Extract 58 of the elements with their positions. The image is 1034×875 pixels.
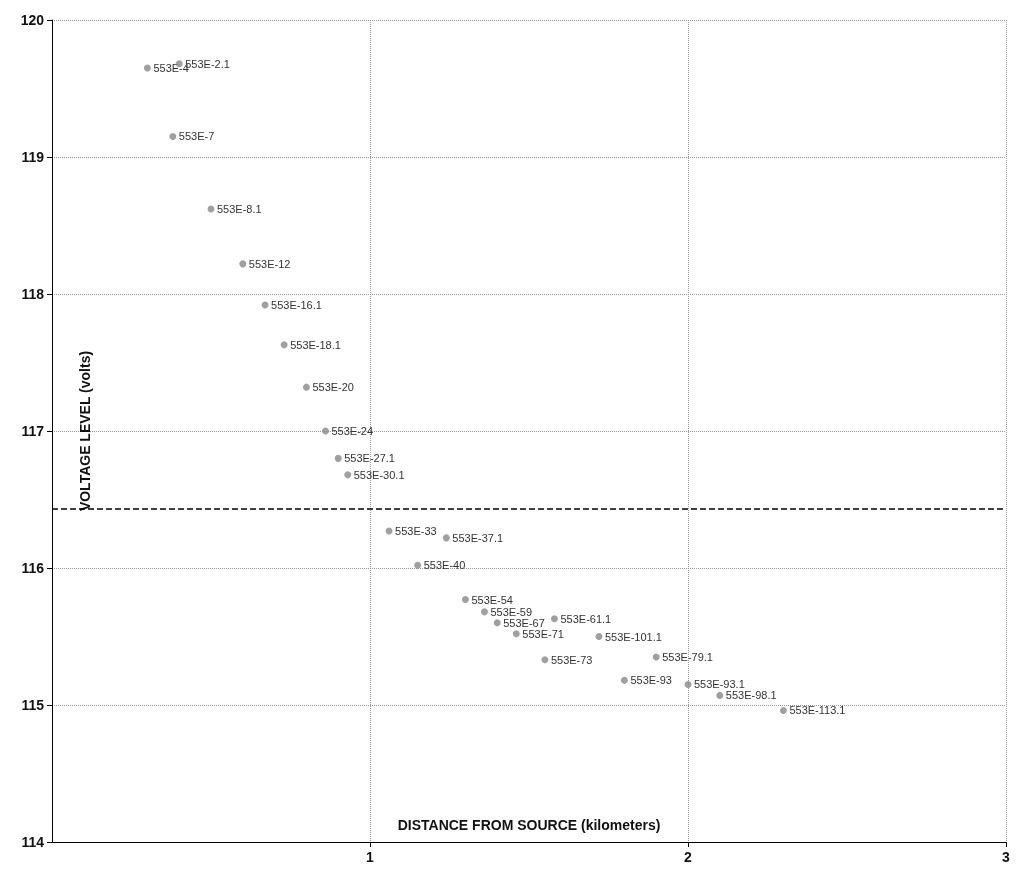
annotation: 553E-12 <box>248 257 291 270</box>
annotation: 553E-79.1 <box>662 651 713 664</box>
y-tick-label: 119 <box>21 149 45 165</box>
annotation: 553E-16.1 <box>271 298 322 311</box>
x-tick-label: 3 <box>1002 849 1011 865</box>
annotation: 553E-18.1 <box>290 338 341 351</box>
point <box>541 656 549 664</box>
point <box>442 534 450 542</box>
point <box>414 561 422 569</box>
point <box>652 653 660 661</box>
point <box>280 341 288 349</box>
annotation: 553E-7 <box>178 130 215 143</box>
point <box>334 454 342 462</box>
point <box>493 619 501 627</box>
annotation: 553E-73 <box>550 653 593 666</box>
annotation: 553E-93.1 <box>694 678 745 691</box>
point <box>595 633 603 640</box>
point <box>684 680 692 688</box>
y-tick-label: 115 <box>21 697 45 713</box>
point <box>302 383 310 391</box>
annotation: 553E-61.1 <box>560 612 612 625</box>
y-tick-label: 117 <box>21 423 45 439</box>
annotation: 553E-33 <box>395 525 437 538</box>
x-axis-title: DISTANCE FROM SOURCE (kilometers) <box>397 817 661 833</box>
point <box>779 706 787 714</box>
annotation: 553E-37.1 <box>452 531 504 544</box>
point <box>480 608 488 616</box>
point <box>550 615 558 623</box>
annotation: 553E-20 <box>312 381 354 394</box>
annotation: 553E-24 <box>331 425 374 437</box>
annotation: 553E-113.1 <box>789 704 846 717</box>
annotation: 553E-27.1 <box>344 452 395 465</box>
x-tick-label: 2 <box>684 849 693 865</box>
y-tick-label: 114 <box>21 834 45 850</box>
point <box>169 132 177 140</box>
annotation: 553E-98.1 <box>725 689 777 702</box>
point <box>461 596 469 604</box>
point <box>143 64 151 72</box>
y-tick-label: 118 <box>21 286 45 302</box>
annotation: 553E-40 <box>423 559 466 572</box>
x-tick-label: 1 <box>366 849 375 865</box>
point <box>344 471 352 479</box>
point <box>512 630 520 638</box>
annotation: 553E-30.1 <box>353 468 405 481</box>
y-tick-label: 116 <box>21 560 45 576</box>
annotation: 553E-93 <box>630 674 672 687</box>
annotation: 553E-59 <box>490 605 533 618</box>
y-tick-label: 120 <box>20 12 45 28</box>
point <box>239 260 247 268</box>
point <box>321 427 329 435</box>
point <box>620 676 628 684</box>
annotation: 553E-67 <box>503 616 545 629</box>
annotation: 553E-54 <box>471 593 513 606</box>
annotation: 553E-101.1 <box>604 630 662 643</box>
annotation: 553E-8.1 <box>217 203 262 216</box>
y-axis-title: VOLTAGE LEVEL (volts) <box>77 350 93 512</box>
annotation: 553E-71 <box>522 627 564 640</box>
point <box>716 691 724 699</box>
